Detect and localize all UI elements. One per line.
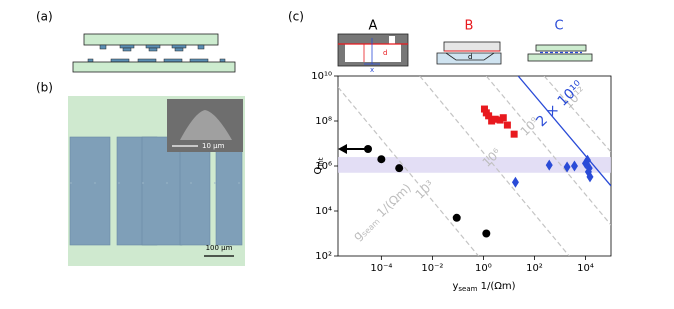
x-axis-label: yseam 1/(Ωm) [452,281,515,293]
point [491,115,499,123]
legend-label: C [554,19,563,34]
x-tick-label: 10⁻⁴ [370,263,392,274]
reference-line [543,76,611,153]
micrograph: 10 μm 100 μm [68,96,245,266]
x-axis-label-part: 1/(Ωm) [477,281,515,292]
point [570,160,578,172]
point [377,155,386,164]
schematic-a [72,33,236,73]
y-axis-label-part: Q [313,167,324,175]
x-tick-label: 10⁴ [577,263,594,274]
reference-line [419,76,570,256]
legend-label: A [369,19,378,34]
point [499,114,507,122]
bound-arrow-head [338,143,347,154]
point [395,164,404,173]
point [585,162,593,174]
legend-label: B [465,19,474,34]
point [480,105,488,113]
x-axis-label-part: y [452,281,458,292]
point [545,159,553,171]
point [511,176,519,188]
x-tick-label: 10⁻² [421,263,443,274]
point [503,121,511,129]
schematic-mark: d [383,49,387,57]
point [452,213,461,222]
y-tick-label: 10⁸ [315,116,332,127]
line-family-label-part: 1/(Ωm) [371,181,414,223]
panel-label: (c) [288,10,304,24]
reference-line [338,86,479,256]
y-tick-label: 10⁴ [315,206,332,217]
x-tick-label: 10² [526,263,543,274]
point [488,117,496,125]
point [563,161,571,173]
point [485,112,493,120]
schematic-abc: d x d [337,33,593,74]
y-axis-label: Qint [313,157,325,174]
point [510,130,518,138]
y-tick-label: 10¹⁰ [311,71,332,82]
point [482,229,491,238]
scale-bar-label: 10 μm [202,142,225,150]
x-tick-label: 10⁰ [475,263,492,274]
panel-label: (b) [36,81,53,95]
y-tick-label: 10⁶ [315,161,332,172]
schematic-mark: d [468,53,472,61]
x-axis-label-part: seam [458,285,477,293]
y-axis-label-part: int [317,157,325,166]
y-tick-label: 10² [315,251,332,262]
panel-label: (a) [36,10,53,24]
point [586,171,594,183]
scale-bar-label: 100 μm [206,244,233,252]
reference-line [485,76,611,226]
reference-line [517,76,611,187]
line-family-label: gseam 1/(Ωm) [350,181,414,244]
schematic-mark: x [370,66,374,74]
